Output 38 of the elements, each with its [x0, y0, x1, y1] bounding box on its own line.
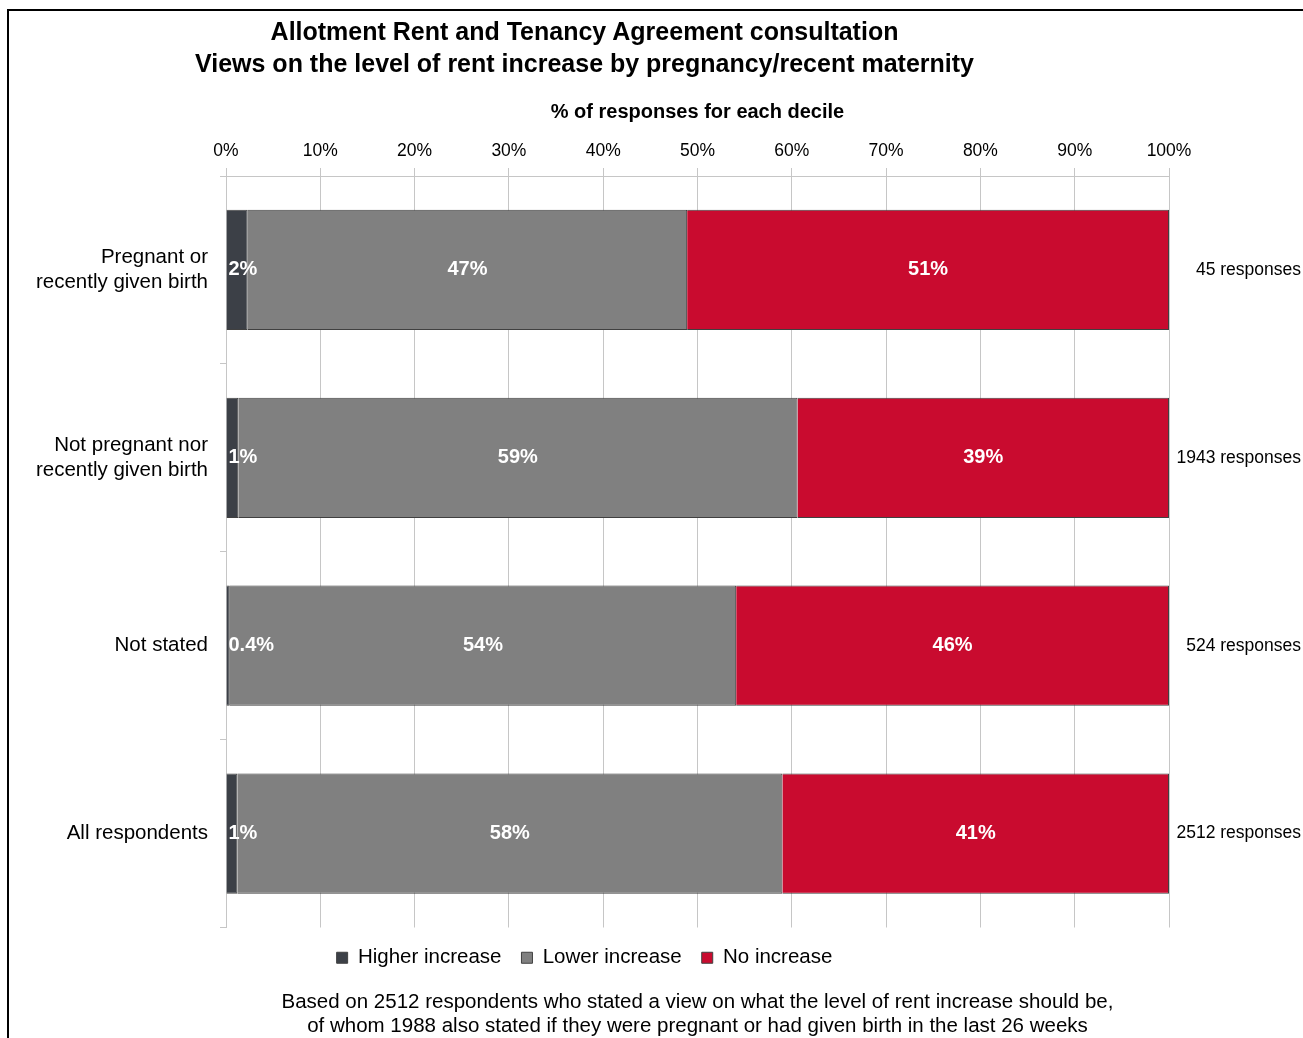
data-label: 59% — [497, 445, 539, 468]
legend-label: No increase — [722, 944, 833, 968]
text: 2512 responses — [1176, 822, 1302, 843]
x-tick-label: 90% — [1057, 140, 1093, 161]
y-tick-label: Not pregnant nor recently given birth — [35, 432, 209, 480]
x-tick-label: 10% — [302, 140, 338, 161]
data-label: 54% — [462, 633, 504, 656]
data-label: 46% — [932, 633, 973, 656]
x-tick-label: 30% — [491, 140, 527, 161]
data-label: 41% — [955, 821, 996, 844]
data-label: 47% — [447, 257, 488, 280]
text: Based on 2512 respondents who stated a view on what the level of rent increase should be, of whom 1988 also stated if they were pregnant or had given birth in the last 26 weeks — [281, 988, 1114, 1036]
x-tick-label: 100% — [1146, 140, 1192, 161]
text: 1943 responses — [1176, 446, 1302, 467]
x-tick-label: 0% — [213, 140, 239, 161]
data-label: 1% — [228, 821, 258, 844]
x-tick-label: 70% — [868, 140, 904, 161]
text: 45 responses — [1195, 258, 1302, 279]
x-axis-title: % of responses for each decile — [550, 99, 845, 122]
text: 524 responses — [1186, 634, 1302, 655]
y-tick-label: All respondents — [66, 820, 208, 844]
data-label: 58% — [489, 821, 531, 844]
chart-subtitle: Views on the level of rent increase by pregnancy/recent maternity — [195, 48, 975, 77]
x-tick-label: 20% — [397, 140, 433, 161]
data-label: 51% — [908, 257, 949, 280]
x-tick-label: 80% — [962, 140, 998, 161]
x-tick-label: 40% — [585, 140, 621, 161]
y-tick-label: Not stated — [114, 632, 208, 656]
chart-title: Allotment Rent and Tenancy Agreement consultation — [270, 16, 899, 45]
data-label: 0.4% — [228, 633, 275, 656]
legend-label: Higher increase — [357, 944, 502, 968]
data-label: 1% — [228, 445, 258, 468]
legend-label: Lower increase — [542, 944, 682, 968]
x-tick-label: 60% — [774, 140, 810, 161]
x-tick-label: 50% — [679, 140, 716, 161]
data-label: 39% — [963, 445, 1004, 468]
y-tick-label: Pregnant or recently given birth — [35, 244, 209, 292]
data-label: 2% — [228, 257, 258, 280]
